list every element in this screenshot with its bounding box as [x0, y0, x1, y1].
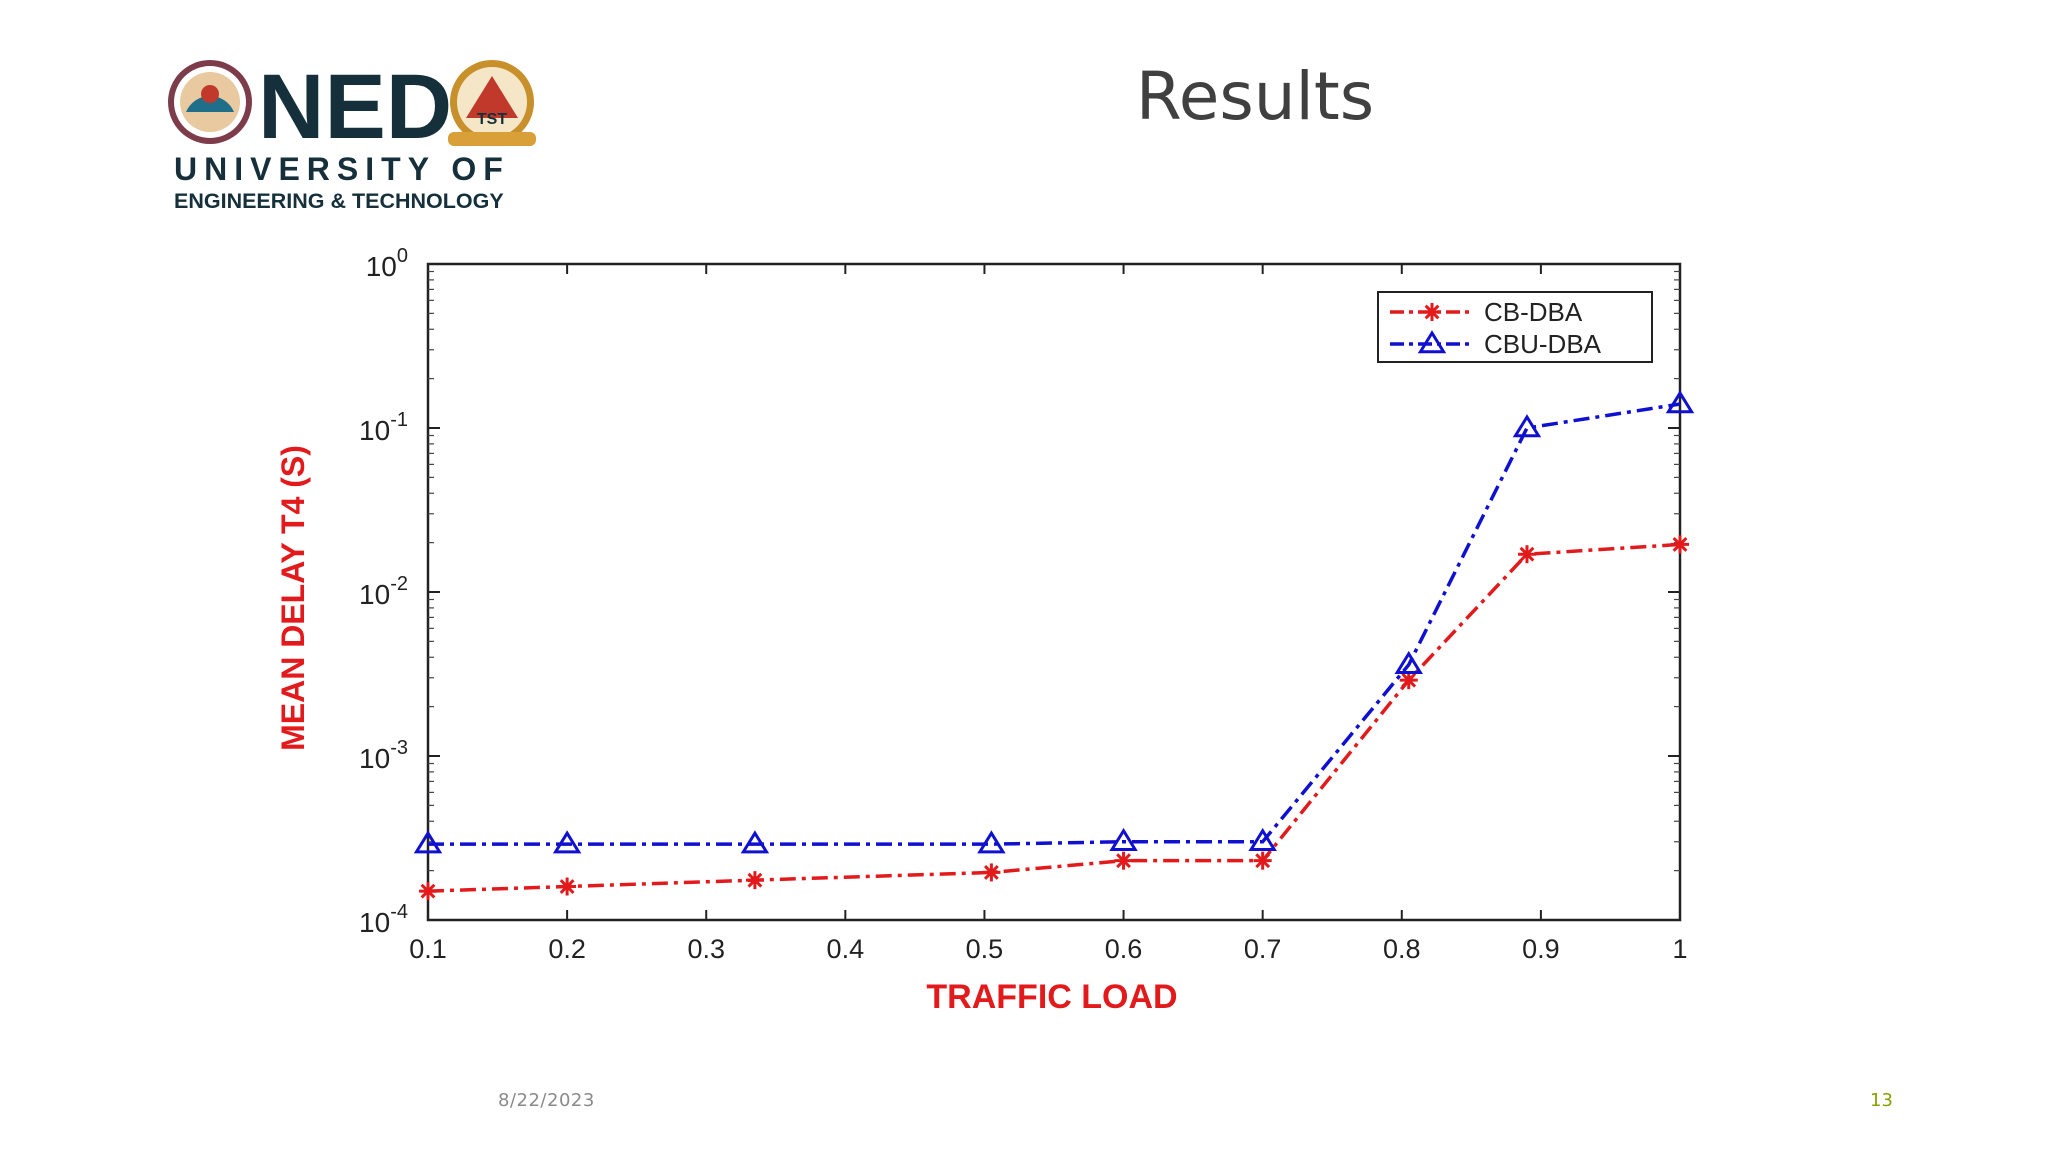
- ned-university-logo: NED TST UNIVERSITY OF ENGINEERING & TECH…: [168, 58, 536, 213]
- x-tick-label: 0.1: [409, 934, 447, 964]
- series-line: [428, 402, 1681, 846]
- x-tick-label: 0.8: [1383, 934, 1421, 964]
- logo-name: NED: [258, 58, 452, 158]
- y-tick-label: 10-1: [359, 409, 408, 446]
- legend-marker: [1417, 330, 1447, 354]
- x-axis-label: TRAFFIC LOAD: [926, 978, 1177, 1016]
- x-tick-label: 0.5: [966, 934, 1004, 964]
- data-point: [982, 863, 1001, 882]
- x-tick-label: 0.4: [827, 934, 865, 964]
- x-tick-label: 0.2: [548, 934, 586, 964]
- x-tick-label: 0.7: [1244, 934, 1282, 964]
- y-tick-label: 10-4: [359, 901, 408, 938]
- data-point: [1665, 390, 1695, 414]
- data-point: [1253, 851, 1272, 870]
- data-point: [1399, 671, 1418, 690]
- data-point: [1109, 827, 1138, 851]
- legend-item: CB-DBA: [1390, 297, 1583, 327]
- data-point: [1114, 851, 1133, 870]
- legend-item: CBU-DBA: [1390, 329, 1602, 359]
- series-cb-dba: [419, 535, 1689, 901]
- data-point: [740, 830, 770, 854]
- gear-seal-icon: [168, 60, 252, 144]
- logo-line1: UNIVERSITY OF: [174, 151, 510, 187]
- data-point: [552, 830, 582, 854]
- slide-title: Results: [1135, 58, 1375, 135]
- data-point: [1517, 545, 1536, 564]
- y-tick-label: 10-2: [359, 573, 408, 610]
- y-axis-label: MEAN DELAY T4 (S): [275, 445, 311, 751]
- legend-marker: [1423, 303, 1441, 321]
- crest-text: TST: [477, 111, 507, 128]
- x-tick-label: 0.6: [1105, 934, 1143, 964]
- plot-area: [426, 262, 1682, 922]
- data-point: [413, 830, 443, 854]
- y-tick-label: 10-3: [359, 737, 408, 774]
- series-cbu-dba: [413, 390, 1695, 854]
- y-axis-ticks: 100 10-1 10-2 10-3 10-4: [359, 245, 1680, 938]
- slide-number: 13: [1870, 1090, 1893, 1111]
- x-tick-label: 1: [1672, 934, 1687, 964]
- data-point: [1248, 827, 1277, 851]
- data-point: [1512, 414, 1542, 438]
- data-point: [558, 877, 577, 896]
- mean-delay-chart: 0.1 0.2 0.3 0.4 0.5 0.6 0.7 0.8 0.9 1 100 10-1 10-2…: [275, 245, 1695, 1016]
- plot-frame: [426, 262, 1682, 922]
- crest-icon: TST: [448, 60, 536, 146]
- y-tick-label: 100: [366, 245, 408, 282]
- series-layer: [413, 390, 1695, 901]
- footer-date: 8/22/2023: [498, 1090, 595, 1111]
- data-point: [1394, 650, 1423, 674]
- data-point: [977, 830, 1006, 854]
- x-tick-label: 0.3: [687, 934, 725, 964]
- legend-label: CBU-DBA: [1484, 329, 1602, 359]
- legend-label: CB-DBA: [1484, 297, 1583, 327]
- logo-line2: ENGINEERING & TECHNOLOGY: [174, 189, 504, 213]
- data-point: [745, 871, 764, 890]
- x-tick-label: 0.9: [1522, 934, 1560, 964]
- x-axis-ticks: 0.1 0.2 0.3 0.4 0.5 0.6 0.7 0.8 0.9 1: [409, 264, 1688, 964]
- data-point: [1671, 535, 1689, 554]
- data-point: [419, 882, 437, 901]
